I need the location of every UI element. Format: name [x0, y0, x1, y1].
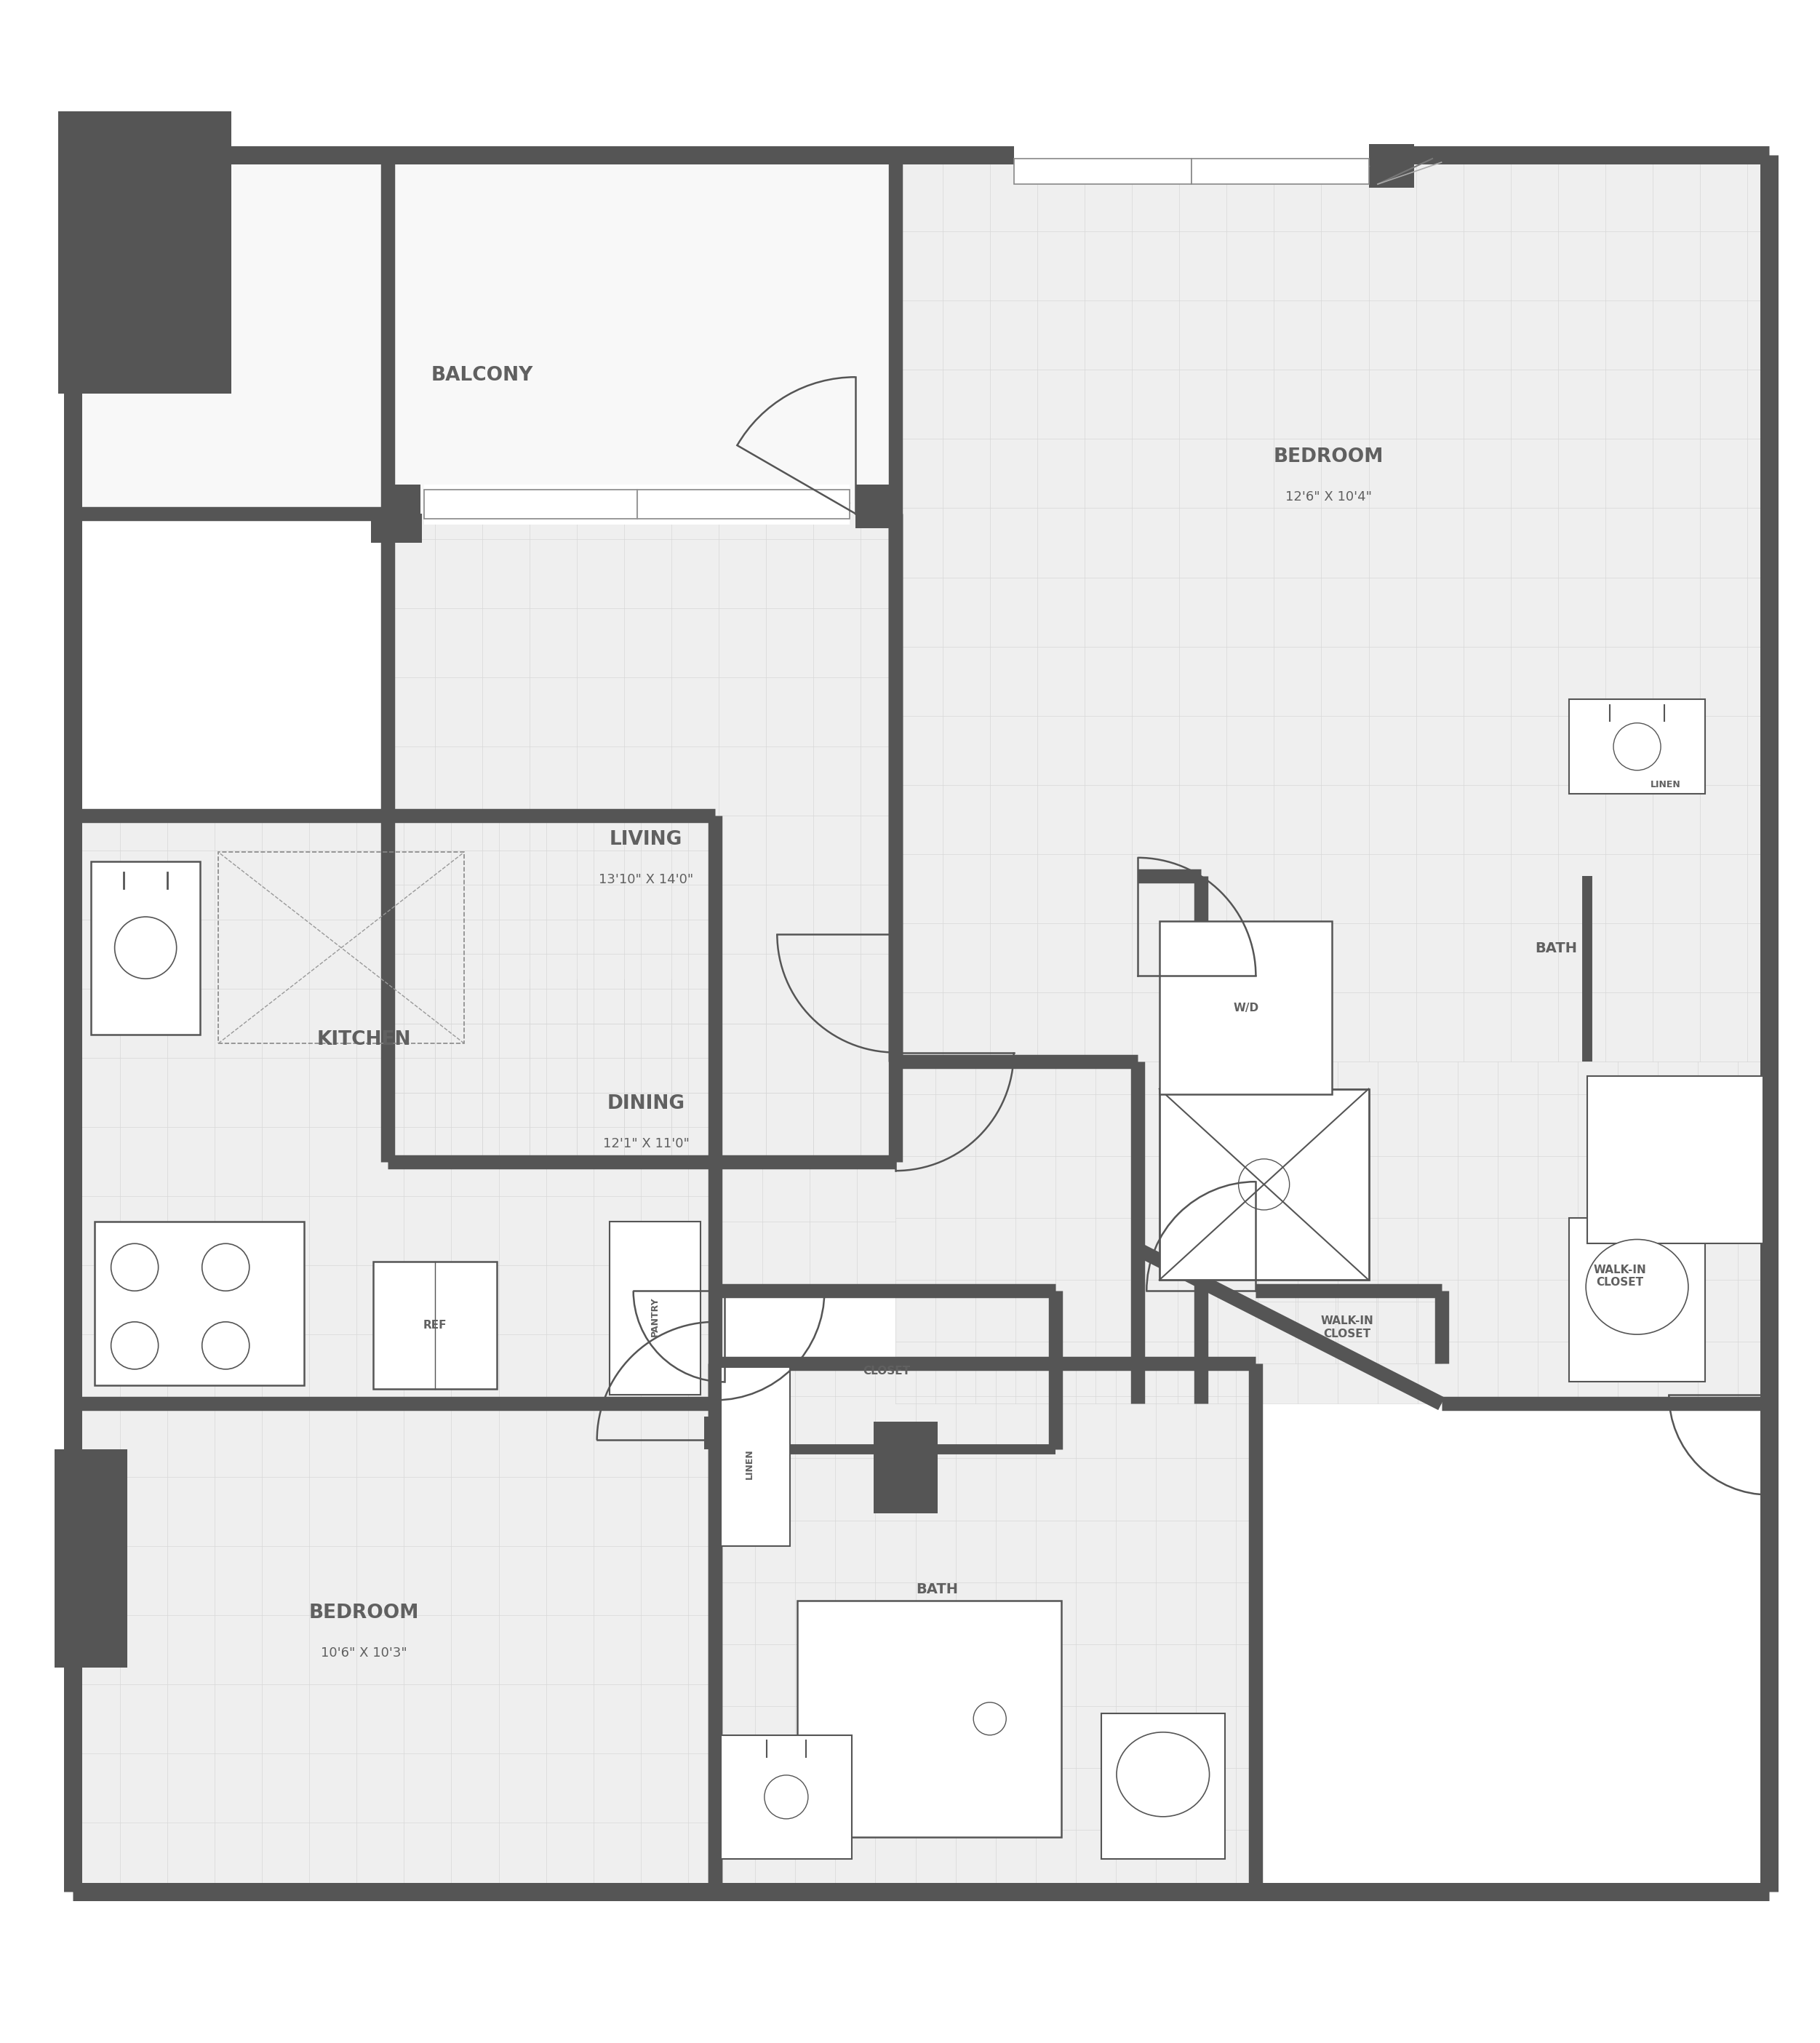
Bar [895, 1062, 1138, 1404]
Bar [610, 1222, 701, 1395]
Text: LIVING: LIVING [610, 829, 682, 850]
Bar [715, 1365, 1256, 1892]
Text: W/D: W/D [1232, 1003, 1259, 1013]
Bar [424, 490, 637, 519]
Bar [895, 155, 1769, 1062]
Bar [73, 155, 895, 513]
Bar [874, 1422, 937, 1514]
Bar [388, 981, 895, 1162]
Bar [1190, 159, 1369, 184]
Text: BATH: BATH [915, 1583, 959, 1596]
Bar [388, 513, 895, 1162]
Bar [1587, 1077, 1764, 1244]
Ellipse shape [1116, 1732, 1208, 1816]
Bar [218, 852, 464, 1044]
Bar [55, 1448, 127, 1667]
Text: 13'10" X 14'0": 13'10" X 14'0" [599, 872, 693, 887]
Text: BATH: BATH [1534, 942, 1578, 956]
Text: 12'6" X 10'4": 12'6" X 10'4" [1285, 490, 1372, 505]
Bar [1256, 1291, 1441, 1365]
Bar [58, 147, 231, 394]
Bar [73, 815, 715, 1404]
Text: REF: REF [424, 1320, 446, 1330]
Bar [1369, 145, 1414, 188]
Bar [1138, 1062, 1769, 1404]
Bar [1101, 1714, 1225, 1859]
Bar [637, 490, 850, 519]
Bar [1159, 921, 1332, 1095]
Bar [1014, 159, 1190, 184]
Text: 10'6" X 10'3": 10'6" X 10'3" [320, 1647, 408, 1659]
Text: WALK-IN
CLOSET: WALK-IN CLOSET [1592, 1265, 1647, 1289]
Text: LINEN: LINEN [1651, 780, 1680, 789]
Bar [721, 1367, 790, 1547]
Bar [58, 0, 231, 170]
Bar [704, 1416, 733, 1448]
Bar [424, 484, 850, 525]
Bar [95, 1222, 304, 1385]
Bar [715, 1162, 895, 1291]
Text: BEDROOM: BEDROOM [309, 1604, 419, 1622]
Bar [855, 484, 895, 529]
Bar [721, 1735, 852, 1859]
Text: BEDROOM: BEDROOM [1274, 447, 1383, 466]
Bar [373, 1263, 497, 1389]
Bar [797, 1600, 1061, 1837]
Text: PANTRY: PANTRY [650, 1297, 661, 1336]
Text: KITCHEN: KITCHEN [317, 1030, 411, 1050]
Text: 12'1" X 11'0": 12'1" X 11'0" [602, 1136, 690, 1150]
Bar [371, 513, 422, 543]
Bar [388, 484, 420, 529]
Text: BALCONY: BALCONY [431, 366, 533, 384]
Bar [1014, 145, 1369, 184]
Bar [1569, 1218, 1705, 1381]
Bar [91, 862, 200, 1034]
Ellipse shape [1585, 1240, 1689, 1334]
Text: WALK-IN
CLOSET: WALK-IN CLOSET [1320, 1316, 1374, 1338]
Text: DINING: DINING [608, 1093, 684, 1113]
Text: CLOSET: CLOSET [863, 1365, 910, 1377]
Text: LINEN: LINEN [744, 1448, 755, 1479]
Bar [73, 1404, 715, 1892]
Bar [1159, 1089, 1369, 1281]
Bar [1569, 699, 1705, 795]
